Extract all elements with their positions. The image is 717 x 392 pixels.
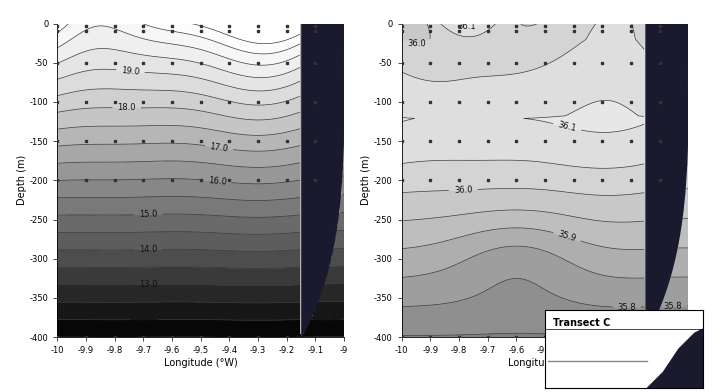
Text: 36.0: 36.0 bbox=[454, 185, 473, 195]
Polygon shape bbox=[647, 329, 703, 388]
Text: 15.0: 15.0 bbox=[138, 210, 157, 219]
Text: 19.0: 19.0 bbox=[121, 66, 140, 76]
Text: 36.0: 36.0 bbox=[407, 38, 427, 48]
Text: 17.0: 17.0 bbox=[209, 142, 229, 153]
Text: 35.8: 35.8 bbox=[617, 303, 636, 312]
Text: 14.0: 14.0 bbox=[138, 245, 157, 254]
Text: 12.0: 12.0 bbox=[318, 314, 336, 324]
Text: 35.8: 35.8 bbox=[663, 301, 683, 311]
Text: 36.1: 36.1 bbox=[457, 22, 476, 31]
Y-axis label: Depth (m): Depth (m) bbox=[361, 155, 371, 205]
Text: 16.0: 16.0 bbox=[207, 176, 227, 187]
Text: 13.0: 13.0 bbox=[138, 280, 157, 289]
Text: Transect C: Transect C bbox=[553, 318, 610, 328]
X-axis label: Longitude (°W): Longitude (°W) bbox=[164, 358, 237, 368]
Y-axis label: Depth (m): Depth (m) bbox=[16, 155, 27, 205]
X-axis label: Longitude (°W): Longitude (°W) bbox=[508, 358, 581, 368]
Text: 36.1: 36.1 bbox=[557, 120, 577, 134]
Text: 18.0: 18.0 bbox=[118, 103, 136, 113]
Polygon shape bbox=[302, 24, 344, 336]
Polygon shape bbox=[646, 24, 688, 336]
Text: 35.9: 35.9 bbox=[557, 230, 577, 243]
Text: 12.0: 12.0 bbox=[135, 315, 153, 324]
